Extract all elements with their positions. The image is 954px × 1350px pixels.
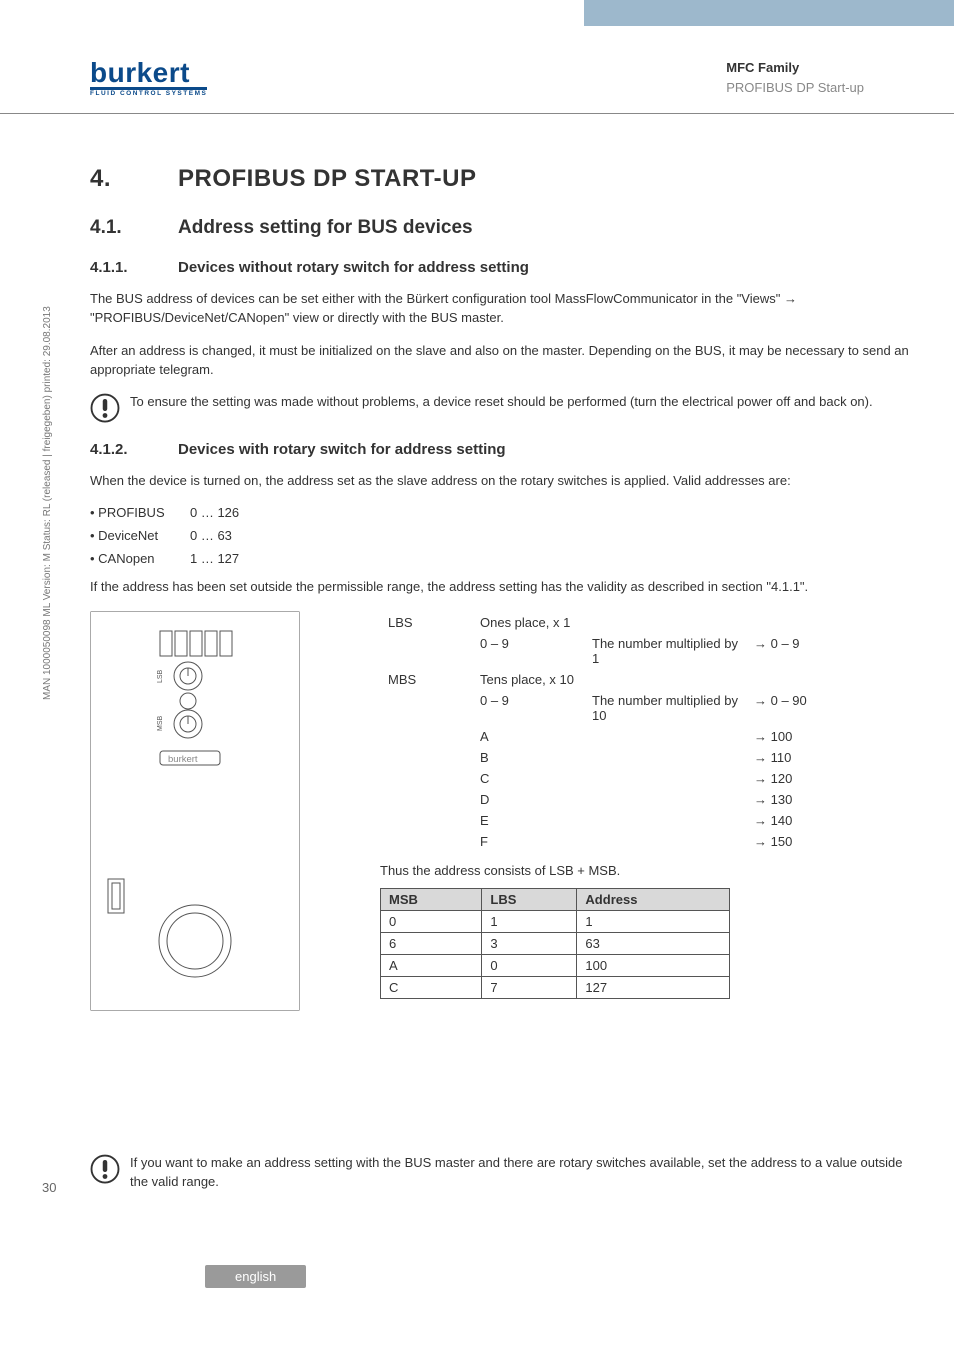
td: 7 <box>482 977 577 999</box>
lbs-label: LBS <box>382 613 472 632</box>
list-item: • DeviceNet0 … 63 <box>90 528 909 543</box>
mbs-label: MBS <box>382 670 472 689</box>
heading-1: 4.PROFIBUS DP START-UP <box>90 165 909 193</box>
cell: B <box>474 748 584 767</box>
bus-range: 0 … 63 <box>190 528 232 543</box>
paragraph-2: After an address is changed, it must be … <box>90 342 909 380</box>
logo-sub: FLUID CONTROL SYSTEMS <box>90 90 207 97</box>
address-example-table: MSB LBS Address 011 6363 A0100 C7127 <box>380 888 730 999</box>
cell: → 110 <box>748 748 828 767</box>
td: A <box>381 955 482 977</box>
bus-label: • DeviceNet <box>90 528 190 543</box>
brand-logo: burkert FLUID CONTROL SYSTEMS <box>90 60 207 97</box>
switch-value-table: LBSOnes place, x 1 0 – 9The number multi… <box>380 611 830 853</box>
heading-3-2: 4.1.2.Devices with rotary switch for add… <box>90 441 909 458</box>
side-document-id: MAN 1000050098 ML Version: M Status: RL … <box>42 306 53 700</box>
doc-family: MFC Family <box>726 58 864 78</box>
lbs-desc: Ones place, x 1 <box>474 613 828 632</box>
language-badge: english <box>205 1265 306 1288</box>
top-colored-bar <box>584 0 954 26</box>
h3-2-number: 4.1.2. <box>90 441 178 458</box>
page-number: 30 <box>42 1180 56 1195</box>
cell: F <box>474 832 584 851</box>
cell: C <box>474 769 584 788</box>
page-header: burkert FLUID CONTROL SYSTEMS MFC Family… <box>0 58 954 114</box>
list-item: • PROFIBUS0 … 126 <box>90 505 909 520</box>
logo-main: burkert <box>90 60 207 90</box>
heading-2: 4.1.Address setting for BUS devices <box>90 217 909 239</box>
bus-range: 0 … 126 <box>190 505 239 520</box>
cell: D <box>474 790 584 809</box>
attention-icon <box>90 1154 120 1184</box>
device-illustration: LSB MSB burkert <box>90 611 300 1011</box>
h3-1-text: Devices without rotary switch for addres… <box>178 259 529 276</box>
cell: A <box>474 727 584 746</box>
svg-text:MSB: MSB <box>157 716 164 732</box>
h1-number: 4. <box>90 165 178 193</box>
th: MSB <box>381 889 482 911</box>
cell: → 100 <box>748 727 828 746</box>
h3-1-number: 4.1.1. <box>90 259 178 276</box>
header-titles: MFC Family PROFIBUS DP Start-up <box>726 58 864 97</box>
th: LBS <box>482 889 577 911</box>
td: C <box>381 977 482 999</box>
cell: E <box>474 811 584 830</box>
mbs-desc: Tens place, x 10 <box>474 670 828 689</box>
cell: → 150 <box>748 832 828 851</box>
main-content: 4.PROFIBUS DP START-UP 4.1.Address setti… <box>90 165 909 1011</box>
cell: 0 – 9 <box>474 691 584 725</box>
bus-label: • CANopen <box>90 551 190 566</box>
cell: The number multiplied by 1 <box>586 634 746 668</box>
paragraph-3: When the device is turned on, the addres… <box>90 472 909 491</box>
bus-label: • PROFIBUS <box>90 505 190 520</box>
attention-icon <box>90 393 120 423</box>
svg-text:burkert: burkert <box>168 754 198 765</box>
address-range-list: • PROFIBUS0 … 126 • DeviceNet0 … 63 • CA… <box>90 505 909 566</box>
bus-range: 1 … 127 <box>190 551 239 566</box>
switch-description: LBSOnes place, x 1 0 – 9The number multi… <box>380 611 909 999</box>
th: Address <box>577 889 730 911</box>
td: 127 <box>577 977 730 999</box>
td: 6 <box>381 933 482 955</box>
note-2-text: If you want to make an address setting w… <box>130 1154 909 1192</box>
cell: 0 – 9 <box>474 634 584 668</box>
note-1-text: To ensure the setting was made without p… <box>130 393 873 412</box>
h2-text: Address setting for BUS devices <box>178 217 473 238</box>
address-sum-note: Thus the address consists of LSB + MSB. <box>380 863 909 878</box>
h2-number: 4.1. <box>90 217 178 239</box>
h1-text: PROFIBUS DP START-UP <box>178 165 476 192</box>
td: 100 <box>577 955 730 977</box>
svg-text:LSB: LSB <box>157 670 164 684</box>
paragraph-1: The BUS address of devices can be set ei… <box>90 290 909 328</box>
paragraph-4: If the address has been set outside the … <box>90 578 909 597</box>
figure-section: LSB MSB burkert LBSOnes place, x 1 0 – 9… <box>90 611 909 1011</box>
td: 0 <box>381 911 482 933</box>
note-1: To ensure the setting was made without p… <box>90 393 909 423</box>
cell: The number multiplied by 10 <box>586 691 746 725</box>
doc-section: PROFIBUS DP Start-up <box>726 78 864 98</box>
cell: → 140 <box>748 811 828 830</box>
td: 1 <box>482 911 577 933</box>
cell: → 120 <box>748 769 828 788</box>
cell: → 0 – 9 <box>748 634 828 668</box>
td: 3 <box>482 933 577 955</box>
note-2: If you want to make an address setting w… <box>90 1154 909 1210</box>
list-item: • CANopen1 … 127 <box>90 551 909 566</box>
cell: → 130 <box>748 790 828 809</box>
cell: → 0 – 90 <box>748 691 828 725</box>
h3-2-text: Devices with rotary switch for address s… <box>178 441 506 458</box>
td: 0 <box>482 955 577 977</box>
td: 63 <box>577 933 730 955</box>
heading-3-1: 4.1.1.Devices without rotary switch for … <box>90 259 909 276</box>
td: 1 <box>577 911 730 933</box>
